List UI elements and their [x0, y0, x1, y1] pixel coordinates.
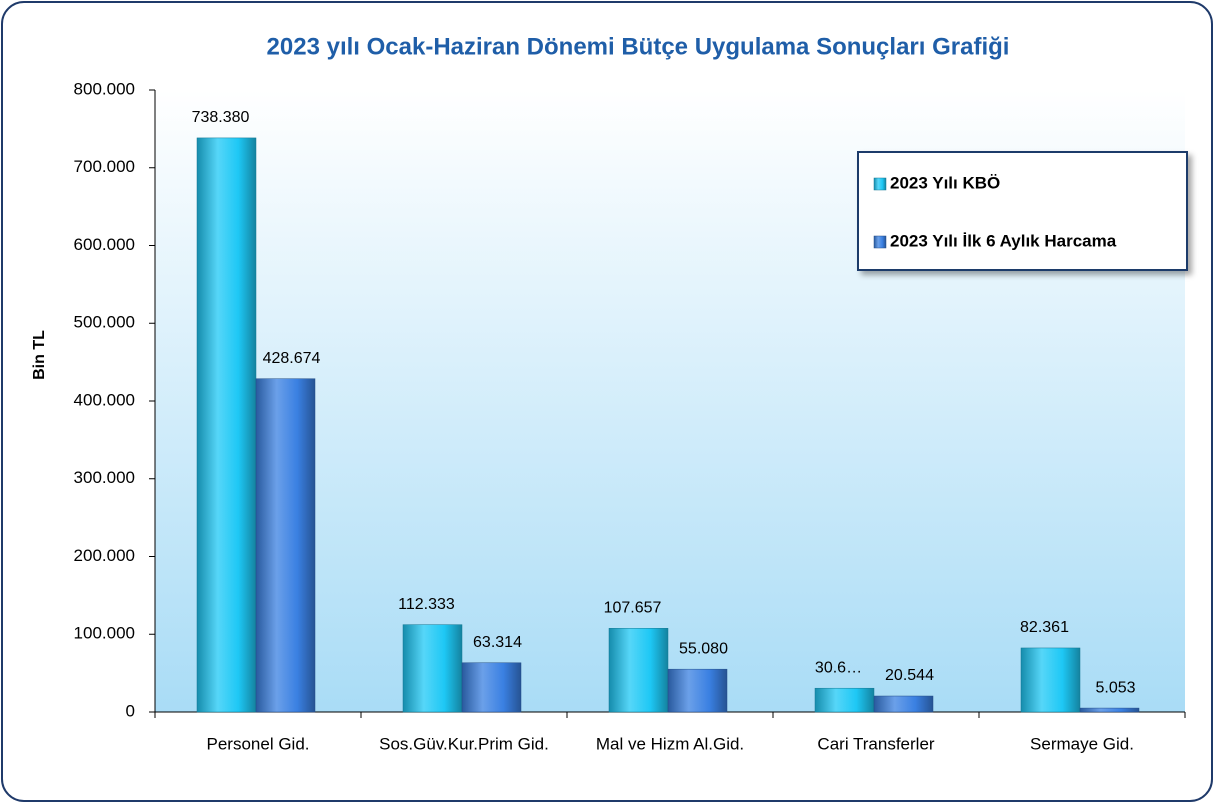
y-tick-label: 700.000 [74, 157, 135, 176]
value-label: 20.544 [885, 667, 934, 684]
bar [461, 662, 522, 713]
bar [1079, 707, 1140, 713]
bar [608, 628, 669, 713]
y-tick-label: 200.000 [74, 546, 135, 565]
legend-box [857, 151, 1188, 271]
legend-swatch [873, 177, 887, 191]
bar [814, 687, 875, 713]
value-label: 107.657 [604, 600, 662, 617]
y-tick-label: 400.000 [74, 390, 135, 409]
y-tick-label: 800.000 [74, 79, 135, 98]
legend-label: 2023 Yılı KBÖ [890, 173, 1000, 192]
value-label: 112.333 [398, 596, 455, 613]
legend-label: 2023 Yılı İlk 6 Aylık Harcama [890, 231, 1117, 250]
bar [402, 624, 463, 713]
value-label: 55.080 [679, 640, 728, 657]
bar [1020, 647, 1081, 713]
value-label: 428.674 [263, 350, 321, 367]
value-label: 82.361 [1020, 619, 1069, 636]
legend-swatch [873, 235, 887, 249]
x-tick-label: Mal ve Hizm Al.Gid. [596, 734, 744, 753]
y-tick-label: 100.000 [74, 624, 135, 643]
y-tick-label: 600.000 [74, 235, 135, 254]
value-label: 63.314 [473, 634, 522, 651]
bar [667, 668, 728, 713]
bar [196, 137, 257, 713]
x-tick-label: Cari Transferler [817, 734, 934, 753]
bar [873, 695, 934, 713]
y-tick-label: 0 [126, 701, 135, 720]
y-tick-label: 500.000 [74, 313, 135, 332]
bar [255, 378, 316, 713]
value-label: 738.380 [192, 109, 250, 126]
value-label: 5.053 [1095, 679, 1135, 696]
value-label: 30.6… [815, 659, 862, 676]
x-tick-label: Sermaye Gid. [1030, 734, 1134, 753]
y-tick-label: 300.000 [74, 468, 135, 487]
y-axis-label: Bin TL [31, 330, 48, 380]
x-tick-label: Personel Gid. [207, 734, 310, 753]
chart-title: 2023 yılı Ocak-Haziran Dönemi Bütçe Uygu… [267, 33, 1010, 60]
x-tick-label: Sos.Güv.Kur.Prim Gid. [379, 734, 549, 753]
